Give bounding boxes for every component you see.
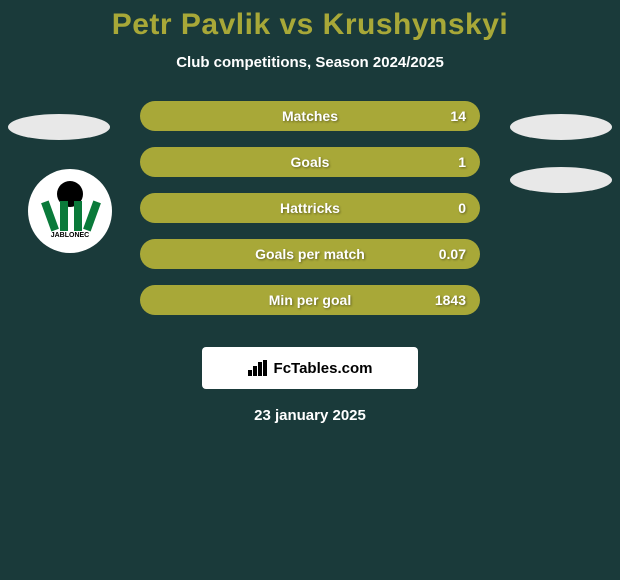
stat-label: Matches (282, 108, 338, 124)
stat-row-goals: Goals 1 (140, 147, 480, 177)
team-badge: JABLONEC (28, 169, 112, 253)
stat-label: Min per goal (269, 292, 351, 308)
stat-label: Goals (291, 154, 330, 170)
stats-area: JABLONEC Matches 14 Goals 1 Hattricks 0 … (0, 101, 620, 341)
stat-value: 0 (458, 200, 466, 216)
badge-stripe (83, 201, 101, 232)
brand-name: FcTables.com (274, 360, 373, 377)
brand-badge: FcTables.com (202, 347, 418, 389)
date-text: 23 january 2025 (0, 407, 620, 424)
stat-label: Goals per match (255, 246, 365, 262)
stat-row-hattricks: Hattricks 0 (140, 193, 480, 223)
badge-team-name: JABLONEC (40, 232, 100, 239)
stat-value: 1843 (435, 292, 466, 308)
stat-row-min-per-goal: Min per goal 1843 (140, 285, 480, 315)
stat-row-goals-per-match: Goals per match 0.07 (140, 239, 480, 269)
stat-value: 14 (450, 108, 466, 124)
page-title: Petr Pavlik vs Krushynskyi (0, 8, 620, 42)
stat-rows: Matches 14 Goals 1 Hattricks 0 Goals per… (140, 101, 480, 331)
stat-value: 0.07 (439, 246, 466, 262)
player-left-placeholder (8, 114, 110, 140)
team-badge-graphic: JABLONEC (40, 181, 100, 241)
badge-stripe (60, 201, 68, 231)
stat-row-matches: Matches 14 (140, 101, 480, 131)
stat-value: 1 (458, 154, 466, 170)
subtitle: Club competitions, Season 2024/2025 (0, 54, 620, 71)
player-right-placeholder-1 (510, 114, 612, 140)
bar-chart-icon (248, 360, 268, 376)
stat-label: Hattricks (280, 200, 340, 216)
badge-stripe (41, 201, 59, 232)
badge-stripe (74, 201, 82, 231)
player-right-placeholder-2 (510, 167, 612, 193)
infographic-container: Petr Pavlik vs Krushynskyi Club competit… (0, 0, 620, 424)
